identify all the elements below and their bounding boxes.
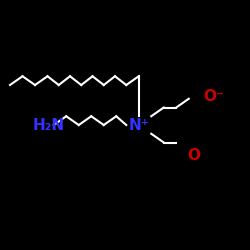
Text: N⁺: N⁺ [128,118,149,132]
Text: O⁻: O⁻ [203,89,224,104]
Text: H₂N: H₂N [32,118,64,132]
Text: O: O [187,148,200,162]
